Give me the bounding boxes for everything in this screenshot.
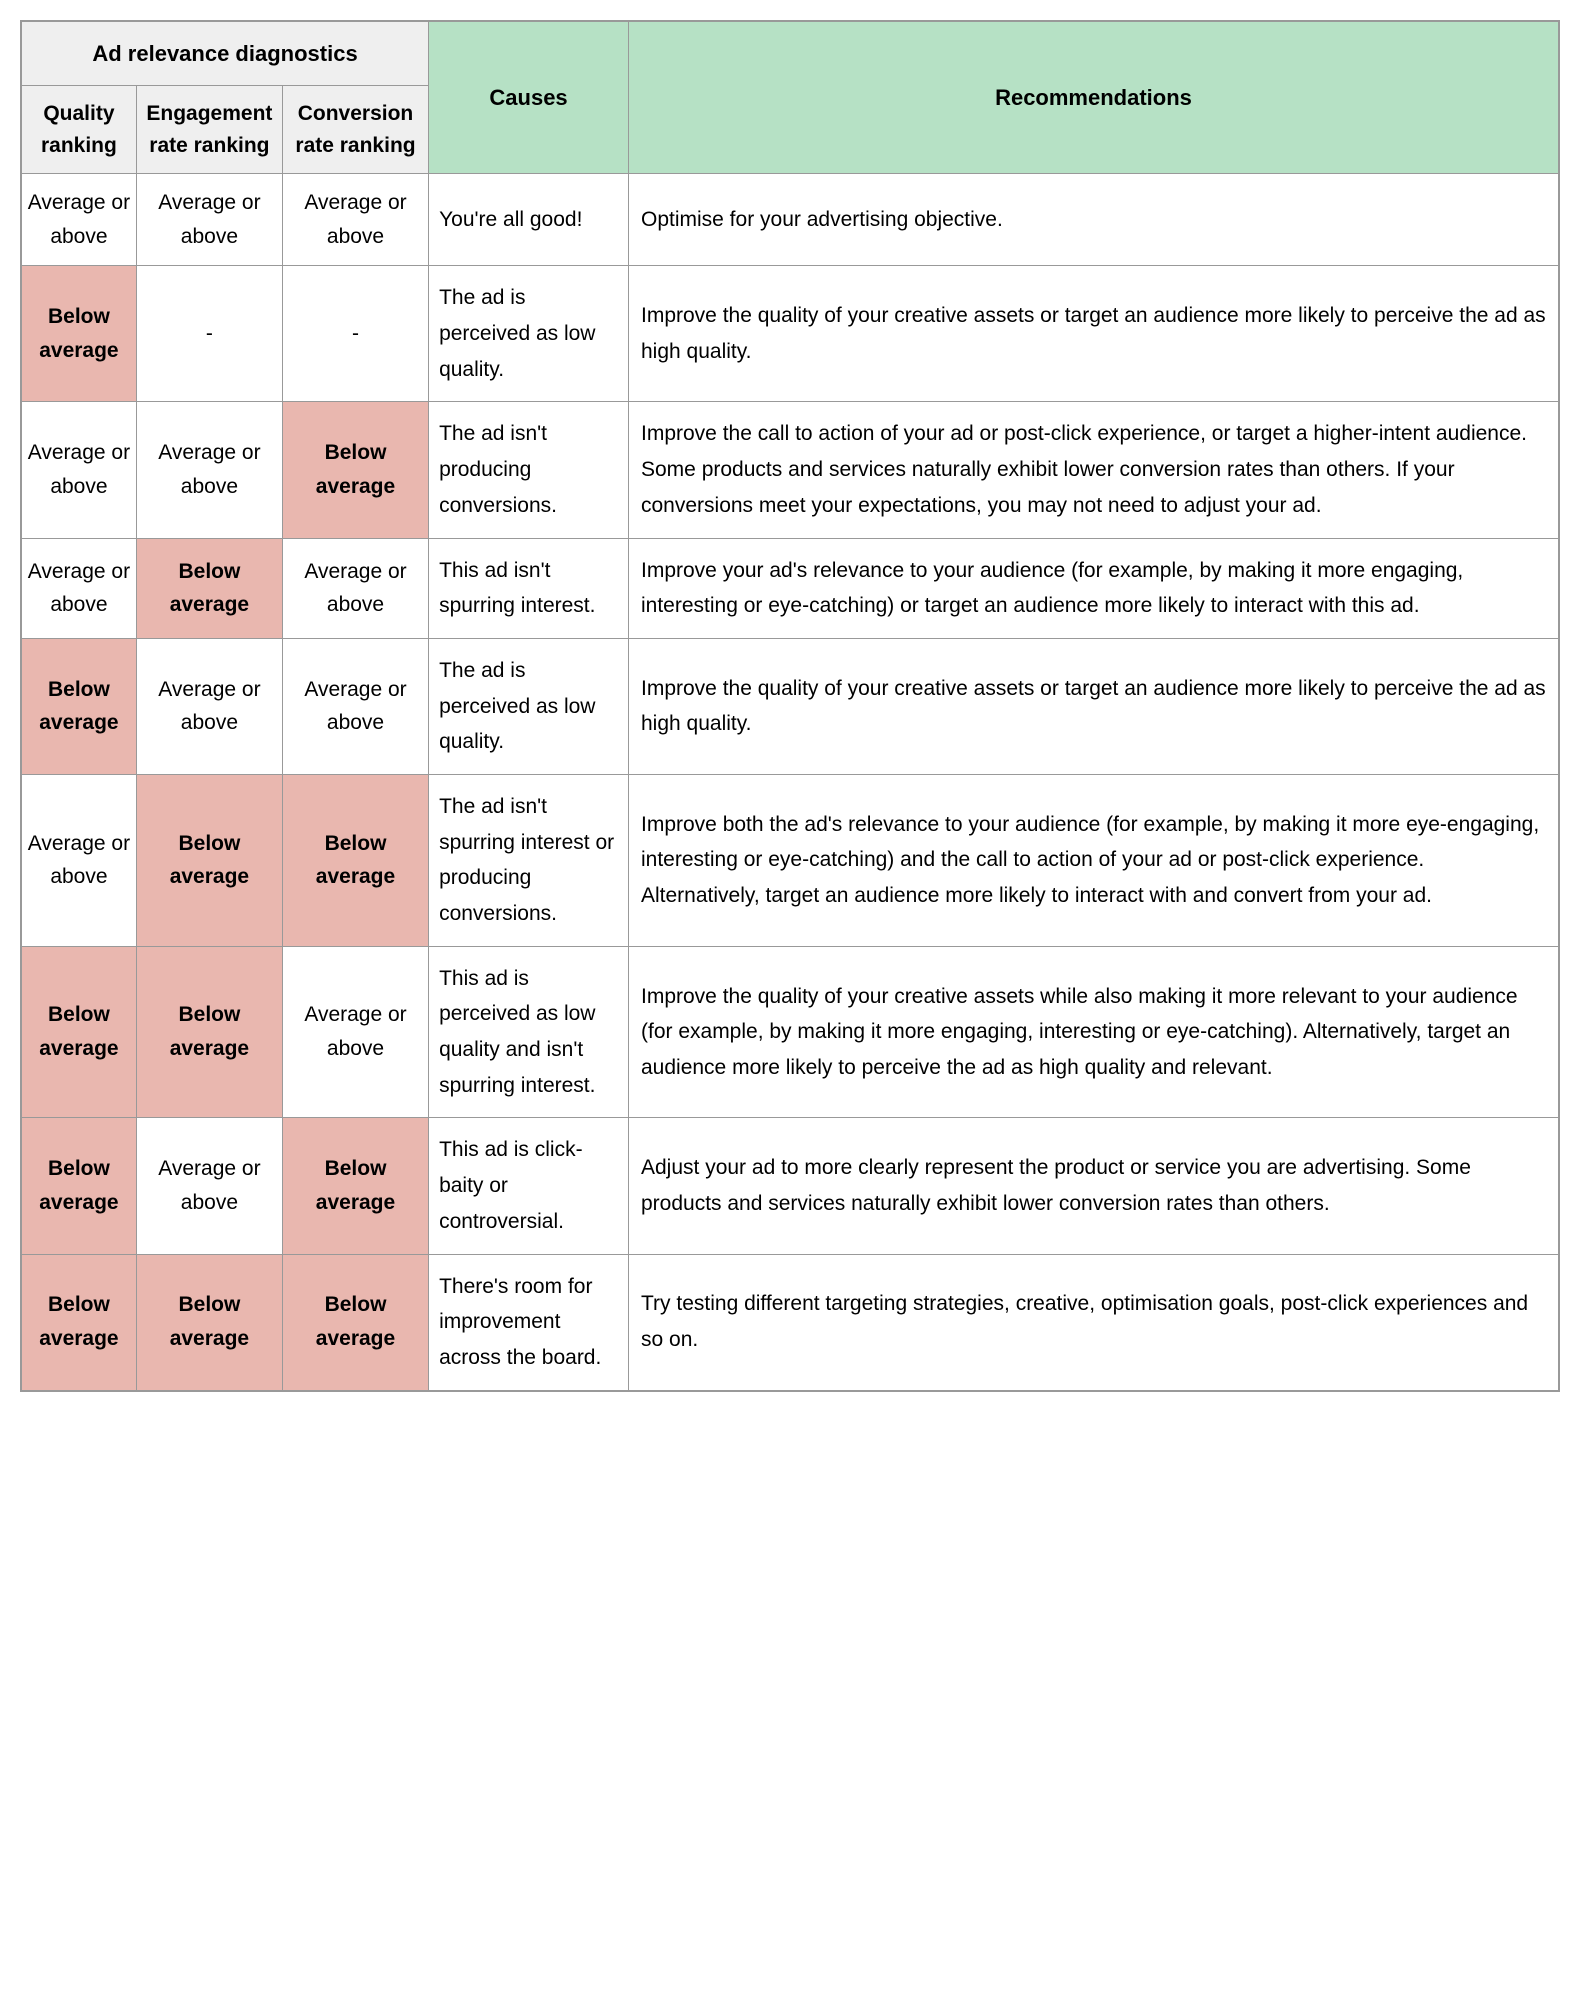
recommendation-cell: Improve the call to action of your ad or… (629, 402, 1560, 538)
engagement-cell: Below average (136, 774, 282, 946)
quality-cell: Below average (21, 946, 136, 1118)
subheader-quality: Quality ranking (21, 86, 136, 174)
recommendation-cell: Improve the quality of your creative ass… (629, 638, 1560, 774)
recommendation-cell: Improve the quality of your creative ass… (629, 946, 1560, 1118)
engagement-cell: Average or above (136, 1118, 282, 1254)
conversion-cell: - (282, 266, 428, 402)
engagement-cell: Below average (136, 946, 282, 1118)
engagement-cell: Average or above (136, 174, 282, 266)
conversion-cell: Average or above (282, 538, 428, 638)
conversion-cell: Below average (282, 402, 428, 538)
header-group-diagnostics: Ad relevance diagnostics (21, 21, 429, 86)
conversion-cell: Below average (282, 774, 428, 946)
conversion-cell: Average or above (282, 946, 428, 1118)
engagement-cell: - (136, 266, 282, 402)
engagement-cell: Average or above (136, 402, 282, 538)
table-body: Average or aboveAverage or aboveAverage … (21, 174, 1559, 1391)
conversion-cell: Average or above (282, 638, 428, 774)
header-causes: Causes (429, 21, 629, 174)
ad-relevance-diagnostics-table: Ad relevance diagnostics Causes Recommen… (20, 20, 1560, 1392)
cause-cell: The ad is perceived as low quality. (429, 638, 629, 774)
recommendation-cell: Optimise for your advertising objective. (629, 174, 1560, 266)
conversion-cell: Below average (282, 1118, 428, 1254)
table-row: Below averageAverage or aboveAverage or … (21, 638, 1559, 774)
recommendation-cell: Improve both the ad's relevance to your … (629, 774, 1560, 946)
engagement-cell: Below average (136, 538, 282, 638)
recommendation-cell: Improve the quality of your creative ass… (629, 266, 1560, 402)
cause-cell: The ad isn't producing conversions. (429, 402, 629, 538)
table-row: Average or aboveAverage or aboveBelow av… (21, 402, 1559, 538)
cause-cell: The ad is perceived as low quality. (429, 266, 629, 402)
recommendation-cell: Adjust your ad to more clearly represent… (629, 1118, 1560, 1254)
table-row: Below averageBelow averageBelow averageT… (21, 1254, 1559, 1391)
subheader-engagement: Engagement rate ranking (136, 86, 282, 174)
quality-cell: Average or above (21, 174, 136, 266)
subheader-conversion: Conversion rate ranking (282, 86, 428, 174)
quality-cell: Below average (21, 1254, 136, 1391)
quality-cell: Below average (21, 266, 136, 402)
header-recommendations: Recommendations (629, 21, 1560, 174)
table-row: Below averageAverage or aboveBelow avera… (21, 1118, 1559, 1254)
conversion-cell: Below average (282, 1254, 428, 1391)
engagement-cell: Average or above (136, 638, 282, 774)
table-row: Below average--The ad is perceived as lo… (21, 266, 1559, 402)
cause-cell: This ad is perceived as low quality and … (429, 946, 629, 1118)
quality-cell: Average or above (21, 774, 136, 946)
table-row: Average or aboveBelow averageAverage or … (21, 538, 1559, 638)
quality-cell: Average or above (21, 402, 136, 538)
recommendation-cell: Improve your ad's relevance to your audi… (629, 538, 1560, 638)
table-row: Average or aboveBelow averageBelow avera… (21, 774, 1559, 946)
cause-cell: There's room for improvement across the … (429, 1254, 629, 1391)
quality-cell: Below average (21, 1118, 136, 1254)
table-row: Average or aboveAverage or aboveAverage … (21, 174, 1559, 266)
recommendation-cell: Try testing different targeting strategi… (629, 1254, 1560, 1391)
table-row: Below averageBelow averageAverage or abo… (21, 946, 1559, 1118)
engagement-cell: Below average (136, 1254, 282, 1391)
conversion-cell: Average or above (282, 174, 428, 266)
cause-cell: This ad is click-baity or controversial. (429, 1118, 629, 1254)
quality-cell: Average or above (21, 538, 136, 638)
table-header: Ad relevance diagnostics Causes Recommen… (21, 21, 1559, 174)
cause-cell: This ad isn't spurring interest. (429, 538, 629, 638)
cause-cell: The ad isn't spurring interest or produc… (429, 774, 629, 946)
cause-cell: You're all good! (429, 174, 629, 266)
quality-cell: Below average (21, 638, 136, 774)
